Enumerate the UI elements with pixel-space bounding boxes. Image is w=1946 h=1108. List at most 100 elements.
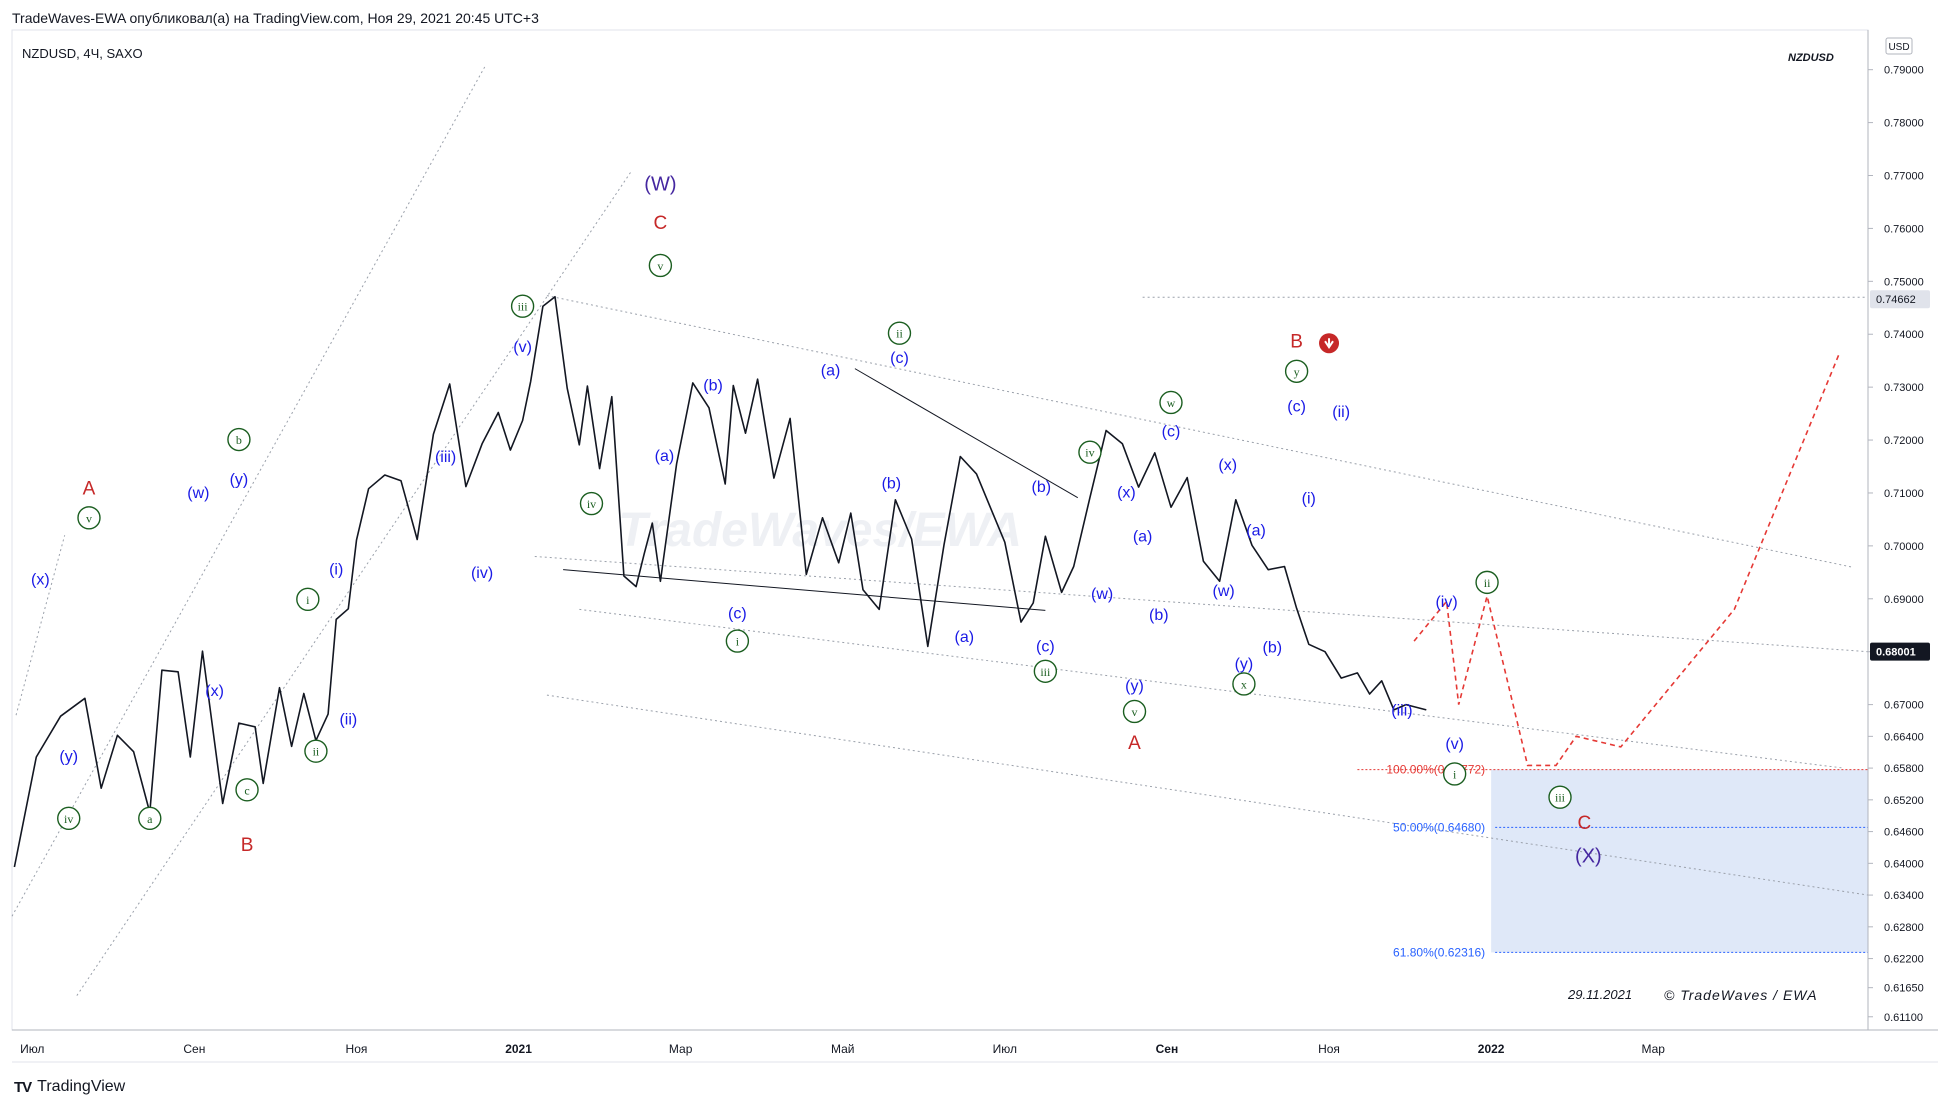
wave-label: (a) <box>1133 528 1153 545</box>
tradingview-logo[interactable]: TV TradingView <box>14 1078 125 1096</box>
wave-label: (ii) <box>1332 404 1350 421</box>
wave-circle-label: iii <box>1555 791 1566 805</box>
x-tick-label: Май <box>831 1042 855 1056</box>
wave-label: (iii) <box>435 449 456 466</box>
wave-label: C <box>1577 813 1591 834</box>
wave-label: (a) <box>821 363 841 380</box>
wave-label: (x) <box>1117 484 1136 501</box>
wave-circle-mark <box>1548 785 1572 809</box>
wave-circle-label: iv <box>64 812 73 826</box>
y-tick-label: 0.66400 <box>1884 731 1924 743</box>
wave-label: (y) <box>59 748 78 765</box>
channel-line <box>546 295 1852 568</box>
wave-circle-label: w <box>1167 396 1176 410</box>
symbol-title[interactable]: NZDUSD, 4Ч, SAXO <box>22 46 143 61</box>
x-tick-label: Июл <box>993 1042 1017 1056</box>
wave-label: A <box>1128 733 1141 754</box>
wave-circle-label: a <box>147 812 153 826</box>
wave-label: C <box>654 213 668 234</box>
wave-circle-label: b <box>236 433 242 447</box>
y-tick-label: 0.64600 <box>1884 827 1924 839</box>
wave-label: (x) <box>31 572 50 589</box>
y-tick-label: 0.65200 <box>1884 795 1924 807</box>
wave-label: (b) <box>703 377 723 394</box>
wave-circle-label: v <box>657 259 663 273</box>
price-label: 0.68001 <box>1876 647 1916 659</box>
wave-circle-mark <box>579 491 604 516</box>
wave-circle-mark <box>725 629 750 653</box>
wave-circle-label: iii <box>518 300 529 314</box>
wave-circle-label: i <box>736 635 740 649</box>
x-tick-label: Мар <box>669 1042 693 1056</box>
wave-circle-mark <box>1475 570 1499 595</box>
wave-label: (c) <box>890 350 909 367</box>
fib-level-label: 50.00%(0.64680) <box>1393 820 1485 834</box>
wave-circle-mark <box>138 806 162 831</box>
wave-label: (w) <box>1091 586 1113 603</box>
wave-circle-label: ii <box>896 327 903 341</box>
wave-label: (W) <box>644 173 676 195</box>
wave-circle-mark <box>1442 762 1467 786</box>
wave-label: (a) <box>1246 522 1266 539</box>
wave-label: (x) <box>1218 457 1237 474</box>
wave-circle-label: i <box>1453 767 1457 781</box>
y-tick-label: 0.79000 <box>1884 65 1924 77</box>
y-tick-label: 0.70000 <box>1884 541 1924 553</box>
wave-label: (y) <box>1235 656 1254 673</box>
fib-level-label: 100.00%(0.65772) <box>1386 763 1485 777</box>
wave-label: (c) <box>1162 424 1181 441</box>
wave-circle-mark <box>235 778 259 802</box>
wave-circle-label: iv <box>1085 446 1094 460</box>
wave-circle-label: iv <box>587 497 596 511</box>
y-tick-label: 0.76000 <box>1884 223 1924 235</box>
wave-label: (ii) <box>339 711 357 728</box>
wave-circle-label: i <box>306 593 310 607</box>
x-tick-label: Мар <box>1641 1042 1665 1056</box>
tradingview-logo-icon: TV <box>14 1078 32 1096</box>
price-series <box>13 295 1427 868</box>
wave-circle-label: v <box>1132 705 1138 719</box>
wave-label: (b) <box>882 475 902 492</box>
y-tick-label: 0.65800 <box>1884 763 1924 775</box>
wave-label: (w) <box>1213 583 1235 600</box>
wave-label: (b) <box>1149 607 1169 624</box>
wave-circle-mark <box>1159 390 1183 415</box>
wave-circle-mark <box>227 427 251 452</box>
wave-label: (y) <box>230 472 249 489</box>
wave-label: (i) <box>329 562 343 579</box>
y-tick-label: 0.63400 <box>1884 890 1924 902</box>
wave-label: (c) <box>728 606 747 623</box>
trend-line <box>563 569 1046 611</box>
wave-label: (a) <box>955 629 975 646</box>
channel-line <box>76 169 633 996</box>
trend-line <box>854 368 1079 499</box>
x-tick-label: Июл <box>20 1042 44 1056</box>
wave-label: B <box>1290 332 1303 353</box>
tradingview-logo-text: TradingView <box>37 1078 126 1095</box>
wave-circle-mark <box>1078 440 1102 464</box>
wave-circle-label: ii <box>1484 576 1491 590</box>
price-label: 0.74662 <box>1876 294 1916 306</box>
y-tick-label: 0.71000 <box>1884 488 1924 500</box>
wave-circle-mark <box>57 806 81 831</box>
wave-label: A <box>83 479 96 500</box>
x-tick-label: 2021 <box>505 1042 532 1056</box>
wave-label: (b) <box>1032 479 1052 496</box>
channel-line <box>579 608 1844 769</box>
y-tick-label: 0.62800 <box>1884 922 1924 934</box>
fib-target-box <box>1491 769 1868 953</box>
date-stamp: 29.11.2021 <box>1568 987 1633 1002</box>
wave-label: (iv) <box>471 565 493 582</box>
wave-circle-mark <box>510 294 535 318</box>
wave-label: (b) <box>1263 639 1283 656</box>
wave-circle-mark <box>1122 699 1147 724</box>
wave-label: (v) <box>1445 736 1464 753</box>
wave-label: (v) <box>513 339 532 356</box>
y-tick-label: 0.78000 <box>1884 118 1924 130</box>
projection-path <box>1413 352 1841 767</box>
x-tick-label: Ноя <box>1318 1042 1340 1056</box>
wave-label: (y) <box>1125 678 1144 695</box>
price-label-box <box>1870 642 1930 661</box>
y-tick-label: 0.62200 <box>1884 954 1924 966</box>
